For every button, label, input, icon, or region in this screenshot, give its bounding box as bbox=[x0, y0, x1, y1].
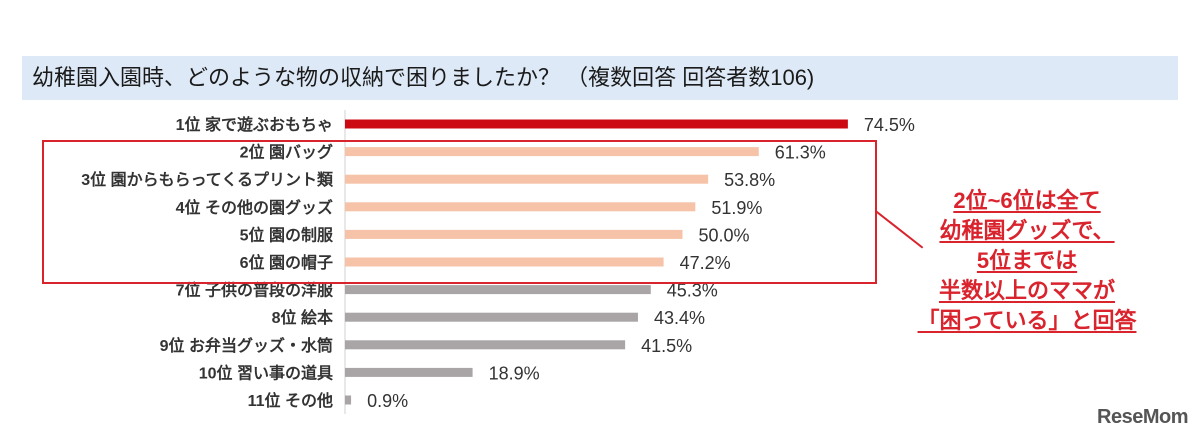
value-label-8: 43.4% bbox=[654, 308, 705, 328]
category-label-3: 3位 園からもらってくるプリント類 bbox=[81, 170, 334, 189]
category-label-11: 11位 その他 bbox=[248, 391, 333, 410]
category-label-4: 4位 その他の園グッズ bbox=[176, 198, 333, 217]
value-label-4: 51.9% bbox=[711, 198, 762, 218]
callout-annotation: 2位~6位は全て 幼稚園グッズで、 5位までは 半数以上のママが 「困っている」… bbox=[912, 186, 1142, 336]
value-label-11: 0.9% bbox=[367, 391, 408, 411]
category-label-7: 7位 子供の普段の洋服 bbox=[176, 281, 334, 300]
highlight-box bbox=[42, 140, 877, 284]
bar-6 bbox=[345, 257, 664, 267]
bar-9 bbox=[345, 340, 626, 350]
value-label-6: 47.2% bbox=[680, 253, 731, 273]
callout-line-5: 「困っている」と回答 bbox=[917, 308, 1137, 333]
value-label-3: 53.8% bbox=[724, 170, 775, 190]
bar-3 bbox=[345, 174, 709, 184]
chart-title-bar: 幼稚園入園時、どのような物の収納で困りましたか？ （複数回答 回答者数106) bbox=[22, 56, 1178, 100]
value-label-2: 61.3% bbox=[775, 143, 826, 163]
category-label-2: 2位 園バッグ bbox=[240, 143, 333, 162]
bar-4 bbox=[345, 202, 696, 212]
callout-line-3: 5位までは bbox=[976, 248, 1078, 273]
bar-11 bbox=[345, 395, 352, 405]
callout-line-1: 2位~6位は全て bbox=[953, 188, 1101, 213]
bar-5 bbox=[345, 229, 683, 239]
value-label-5: 50.0% bbox=[699, 225, 750, 245]
category-label-1: 1位 家で遊ぶおもちゃ bbox=[176, 115, 333, 134]
value-label-7: 45.3% bbox=[667, 281, 718, 301]
bar-2 bbox=[345, 147, 759, 157]
category-label-8: 8位 絵本 bbox=[272, 308, 333, 327]
chart-title: 幼稚園入園時、どのような物の収納で困りましたか？ （複数回答 回答者数106) bbox=[32, 65, 815, 90]
category-label-5: 5位 園の制服 bbox=[240, 225, 334, 244]
callout-line-2: 幼稚園グッズで、 bbox=[939, 218, 1115, 243]
category-label-6: 6位 園の帽子 bbox=[240, 253, 333, 272]
category-label-9: 9位 お弁当グッズ・水筒 bbox=[160, 336, 333, 355]
category-label-10: 10位 習い事の道具 bbox=[199, 363, 333, 382]
resemom-logo: ReseMom bbox=[1097, 406, 1188, 428]
bar-8 bbox=[345, 312, 638, 322]
value-label-1: 74.5% bbox=[864, 115, 915, 135]
value-label-9: 41.5% bbox=[641, 336, 692, 356]
bar-1 bbox=[345, 119, 848, 129]
bar-7 bbox=[345, 285, 651, 295]
value-label-10: 18.9% bbox=[489, 363, 540, 383]
callout-line-4: 半数以上のママが bbox=[938, 278, 1115, 303]
bar-10 bbox=[345, 367, 473, 377]
